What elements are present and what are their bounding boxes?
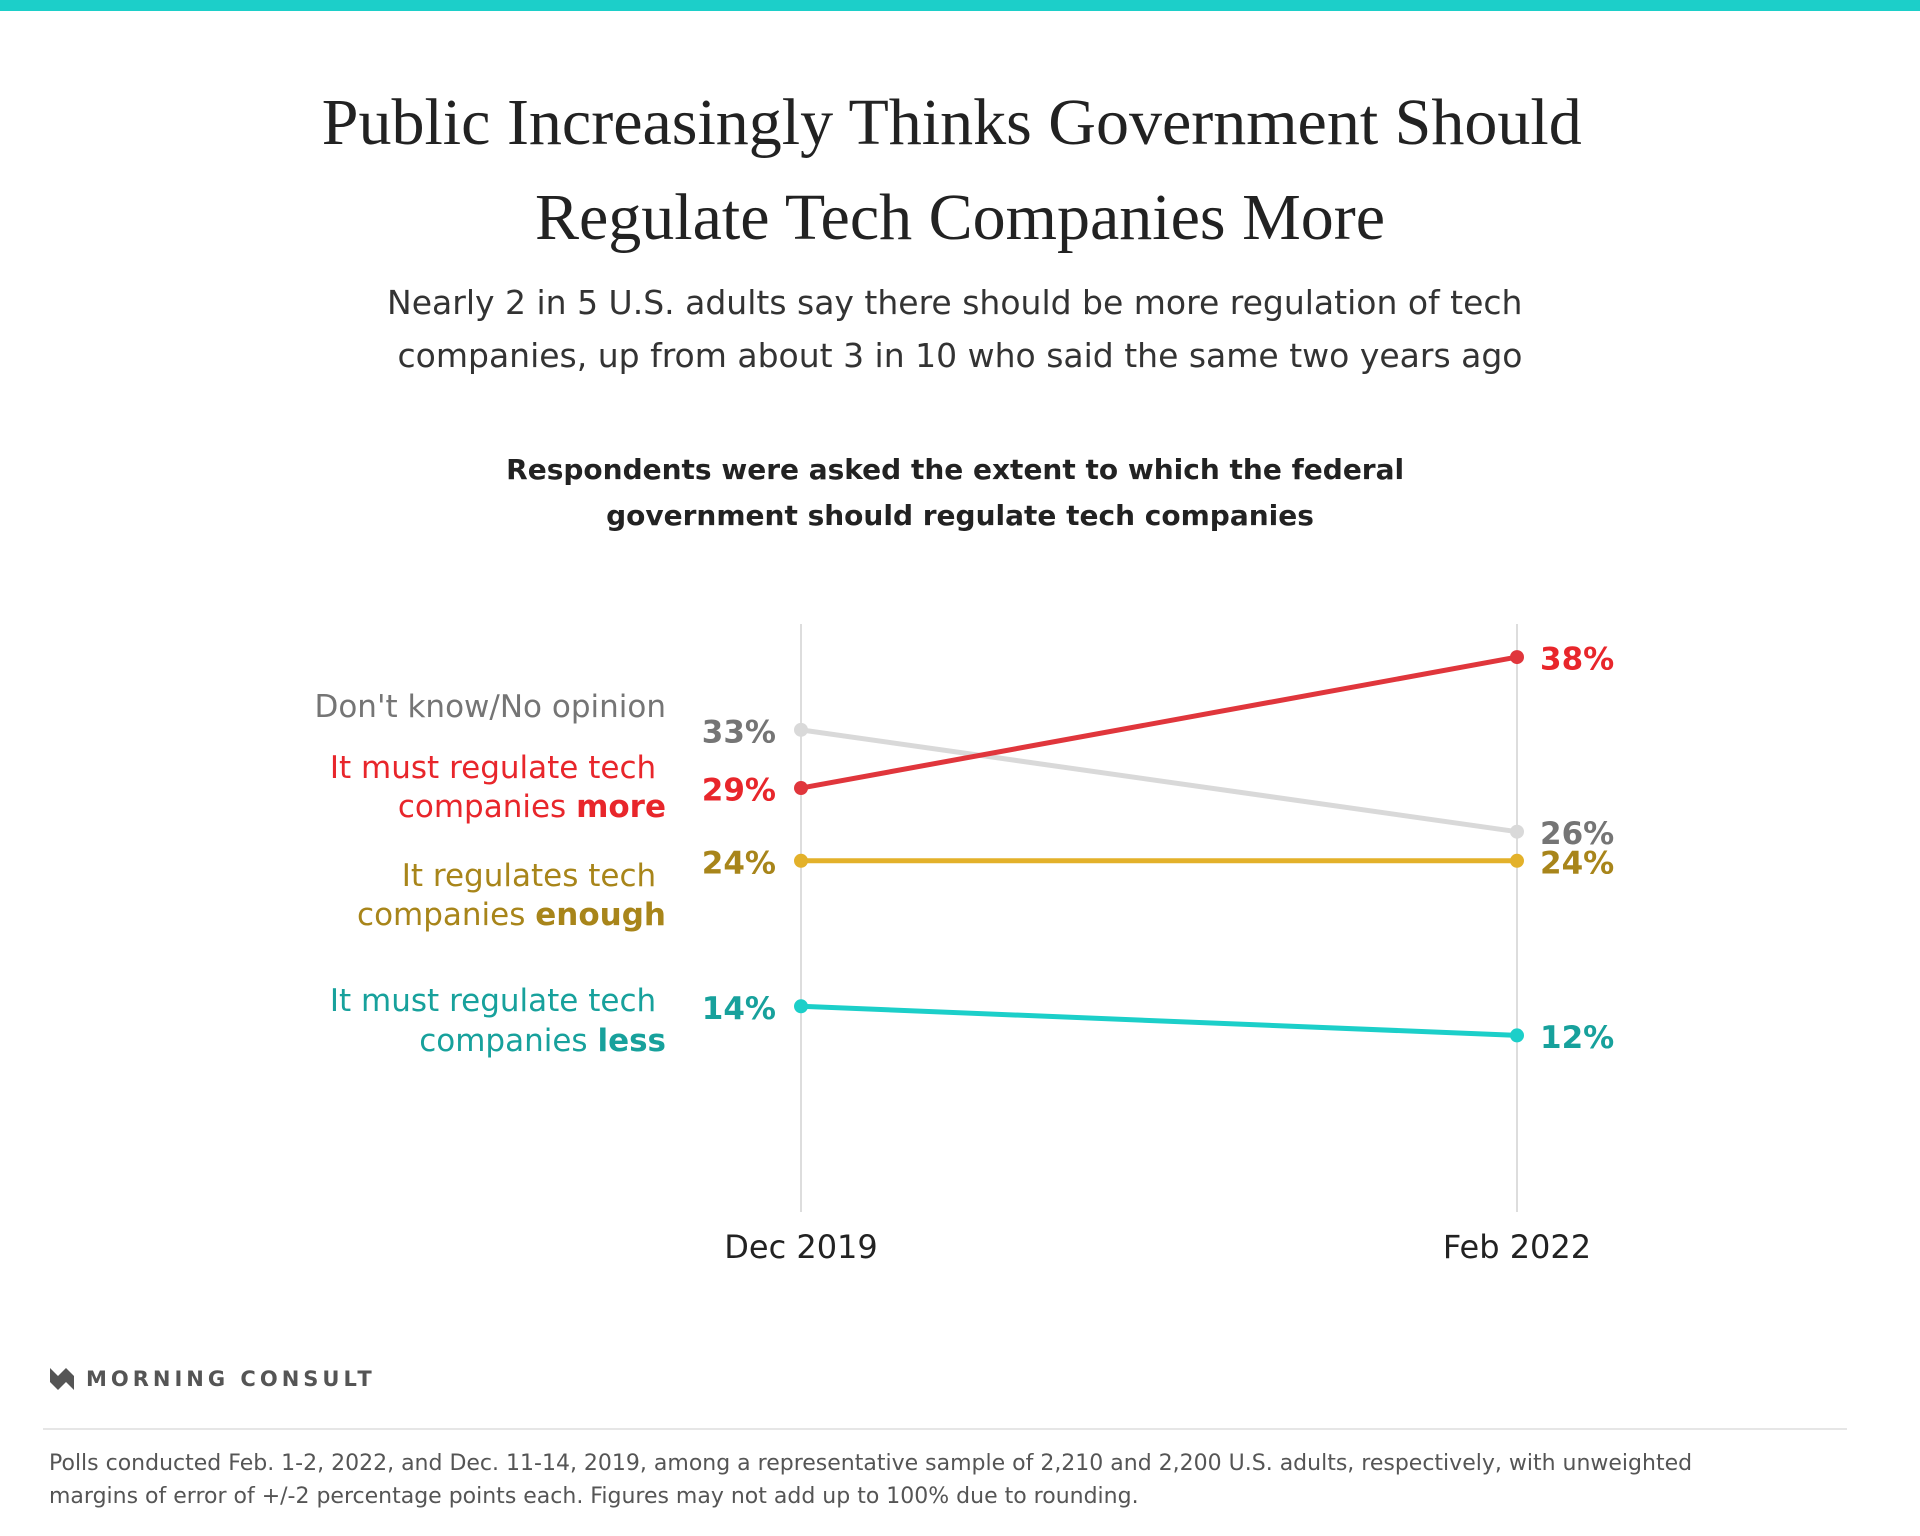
top-bar [0,0,1920,11]
legend-label: It regulates tech companies enough [357,858,666,933]
point [1510,824,1524,839]
point [1510,650,1524,665]
value-label: 14% [702,991,776,1027]
value-label: 26% [1540,816,1614,852]
x-tick-label: Feb 2022 [1443,1228,1591,1266]
series-line [800,727,1518,835]
value-label: 12% [1540,1020,1614,1056]
point [794,853,808,868]
value-label: 29% [702,773,776,809]
brand: MORNING CONSULT [86,1367,376,1391]
value-label: 24% [1540,845,1614,881]
value-label: 33% [702,714,776,750]
point [1510,853,1524,868]
x-tick-label: Dec 2019 [724,1228,878,1266]
chart-title: Public Increasingly Thinks Government Sh… [322,86,1598,254]
legend-label: It must regulate tech companies less [330,983,666,1059]
legend-label: It must regulate tech companies more [330,750,666,825]
point [794,722,808,737]
series-line [800,654,1518,791]
chart-subtitle: Nearly 2 in 5 U.S. adults say there shou… [387,283,1533,375]
series-line [800,1003,1518,1038]
logo [50,1368,74,1390]
legend-label: Don't know/No opinion [314,689,666,725]
value-label: 38% [1540,642,1614,678]
point [1510,1028,1524,1043]
value-label: 24% [702,845,776,881]
footnote: Polls conducted Feb. 1-2, 2022, and Dec.… [49,1451,1699,1509]
point [794,781,808,796]
point [794,999,808,1014]
chart-question: Respondents were asked the extent to whi… [506,453,1414,532]
